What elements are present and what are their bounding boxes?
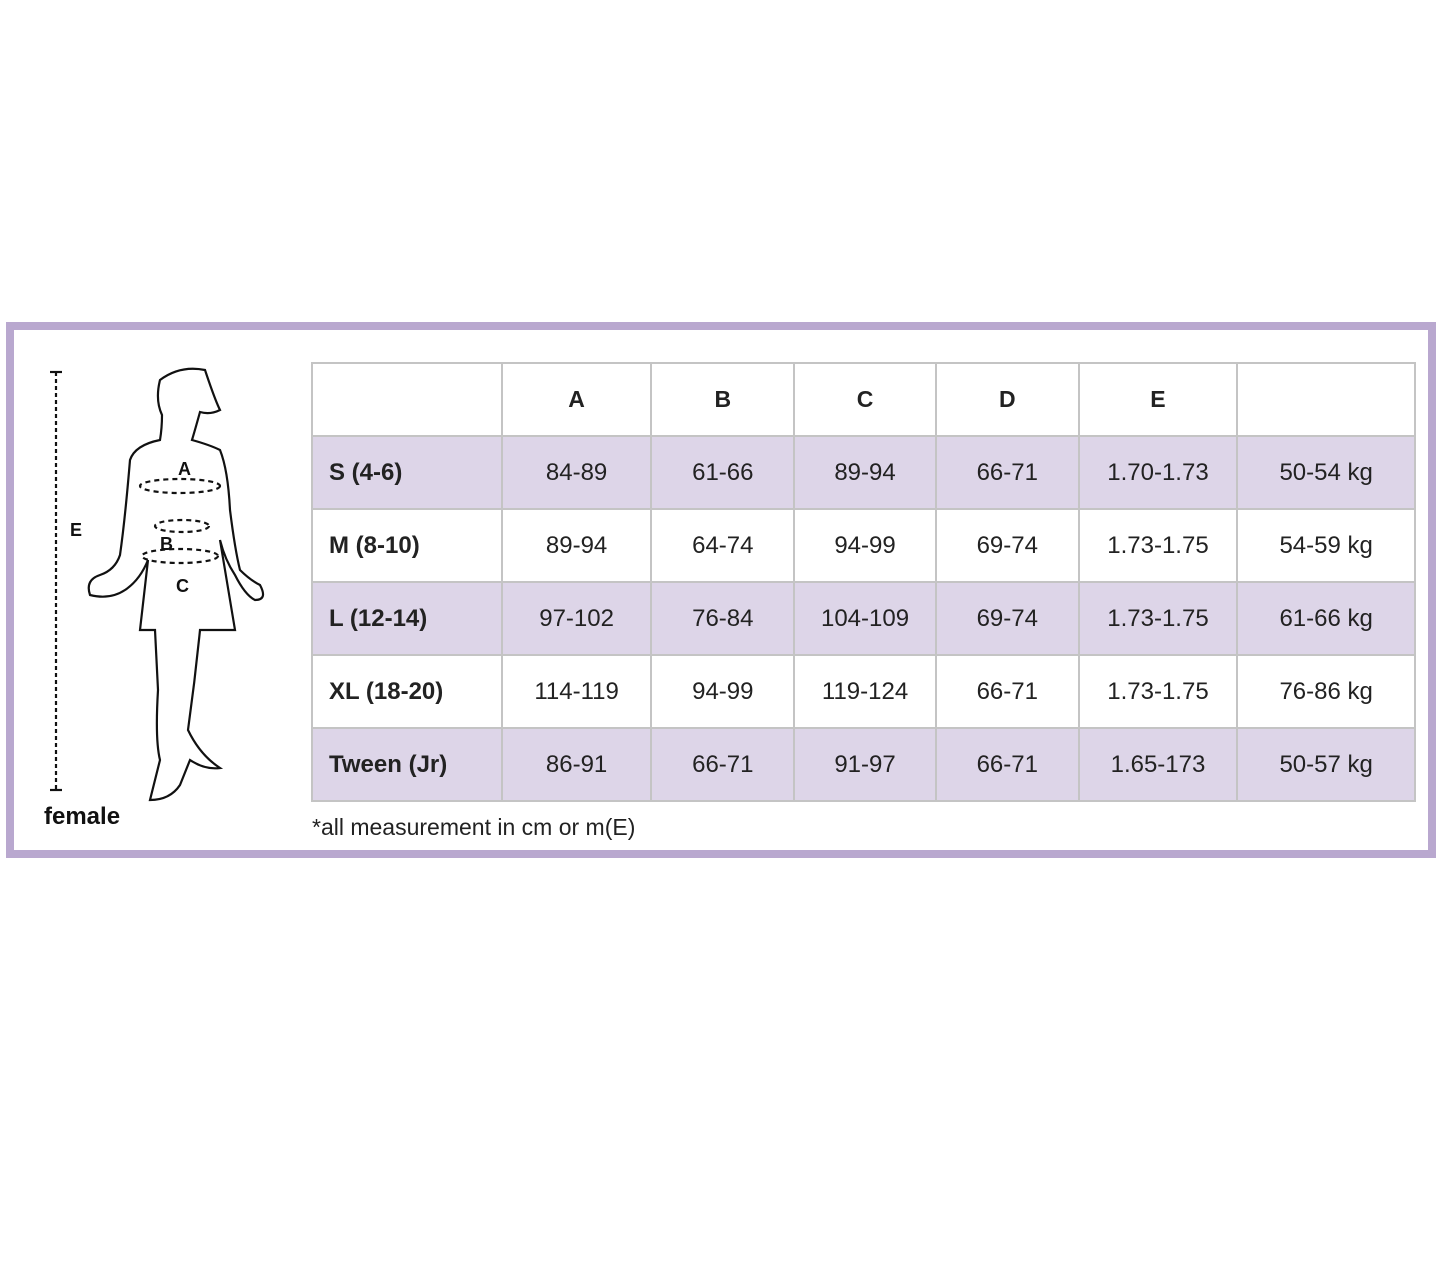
- female-figure-illustration: E A B C: [50, 367, 265, 802]
- value-cell: 76-86 kg: [1236, 654, 1416, 729]
- value-cell: 69-74: [934, 508, 1080, 583]
- value-cell: 119-124: [793, 654, 937, 729]
- value-cell: 94-99: [650, 654, 796, 729]
- value-cell: 94-99: [793, 508, 937, 583]
- value-cell: 50-57 kg: [1236, 727, 1416, 802]
- value-cell: 86-91: [500, 727, 653, 802]
- value-cell: 76-84: [650, 581, 796, 656]
- value-cell: 84-89: [500, 435, 653, 510]
- value-cell: 61-66: [650, 435, 796, 510]
- marker-e: E: [70, 520, 82, 540]
- value-cell: 66-71: [934, 654, 1080, 729]
- value-cell: 54-59 kg: [1236, 508, 1416, 583]
- value-cell: 64-74: [650, 508, 796, 583]
- table-row: S (4-6) 84-89 61-66 89-94 66-71 1.70-1.73 50-5…: [311, 435, 1416, 510]
- value-cell: 66-71: [934, 435, 1080, 510]
- value-cell: 89-94: [793, 435, 937, 510]
- size-label-cell: S (4-6): [311, 435, 503, 510]
- header-cell: D: [934, 362, 1080, 437]
- value-cell: 114-119: [500, 654, 653, 729]
- table-row: Tween (Jr) 86-91 66-71 91-97 66-71 1.65-173 50…: [311, 727, 1416, 802]
- table-row: M (8-10) 89-94 64-74 94-99 69-74 1.73-1.75 54-…: [311, 508, 1416, 583]
- size-label-cell: L (12-14): [311, 581, 503, 656]
- value-cell: 104-109: [793, 581, 937, 656]
- measurement-note: *all measurement in cm or m(E): [312, 814, 636, 840]
- value-cell: 69-74: [934, 581, 1080, 656]
- value-cell: 66-71: [934, 727, 1080, 802]
- value-cell: 66-71: [650, 727, 796, 802]
- header-row: A B C D E: [311, 362, 1416, 437]
- value-cell: 89-94: [500, 508, 653, 583]
- table-row: XL (18-20) 114-119 94-99 119-124 66-71 1.73-1…: [311, 654, 1416, 729]
- header-cell: E: [1077, 362, 1239, 437]
- header-cell: [311, 362, 503, 437]
- figure-label: female: [44, 803, 121, 830]
- header-cell: C: [793, 362, 937, 437]
- value-cell: 1.65-173: [1077, 727, 1239, 802]
- value-cell: 1.70-1.73: [1077, 435, 1239, 510]
- marker-b: B: [160, 534, 173, 554]
- value-cell: 50-54 kg: [1236, 435, 1416, 510]
- size-label-cell: M (8-10): [311, 508, 503, 583]
- size-label-cell: Tween (Jr): [311, 727, 503, 802]
- size-table: A B C D E S (4-6) 84-89 61-66 89-94 66-71 1.7…: [311, 362, 1416, 802]
- marker-c: C: [176, 576, 189, 596]
- size-label-cell: XL (18-20): [311, 654, 503, 729]
- value-cell: 1.73-1.75: [1077, 581, 1239, 656]
- marker-a: A: [178, 459, 191, 479]
- value-cell: 1.73-1.75: [1077, 654, 1239, 729]
- header-cell: A: [500, 362, 653, 437]
- header-cell: [1236, 362, 1416, 437]
- table-row: L (12-14) 97-102 76-84 104-109 69-74 1.73-1.7…: [311, 581, 1416, 656]
- value-cell: 61-66 kg: [1236, 581, 1416, 656]
- value-cell: 1.73-1.75: [1077, 508, 1239, 583]
- value-cell: 97-102: [500, 581, 653, 656]
- header-cell: B: [650, 362, 796, 437]
- value-cell: 91-97: [793, 727, 937, 802]
